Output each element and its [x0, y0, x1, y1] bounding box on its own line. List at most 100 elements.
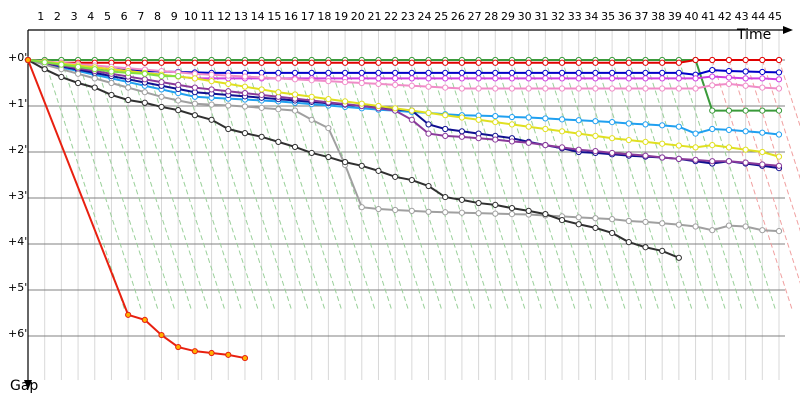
point	[492, 136, 499, 143]
lap-guide	[578, 59, 660, 311]
lap-guide	[594, 59, 676, 311]
point	[225, 88, 232, 95]
point	[508, 138, 516, 145]
point	[775, 228, 783, 235]
point	[592, 75, 599, 82]
point	[592, 224, 599, 231]
point	[558, 85, 566, 92]
x-axis-arrow	[783, 26, 793, 34]
point	[241, 354, 249, 362]
point	[442, 112, 449, 119]
x-tick-label: 24	[418, 10, 432, 23]
x-tick-label: 31	[534, 10, 548, 23]
point	[341, 59, 349, 66]
point	[291, 107, 299, 114]
point	[742, 56, 749, 64]
point	[358, 100, 365, 107]
lap-guide	[461, 59, 543, 311]
point	[742, 146, 749, 153]
point	[558, 69, 566, 76]
lap-guide	[161, 59, 242, 311]
series-line	[27, 59, 680, 259]
point	[375, 205, 382, 213]
point	[725, 80, 733, 88]
y-tick-label: +6'	[8, 327, 27, 340]
point	[225, 102, 232, 109]
point	[525, 69, 532, 76]
point	[709, 142, 716, 149]
series-line	[27, 59, 179, 78]
y-axis-arrow	[24, 380, 32, 390]
x-tick-label: 8	[154, 10, 161, 23]
point	[358, 69, 365, 76]
point	[659, 247, 666, 254]
point	[41, 59, 48, 66]
point	[125, 69, 132, 76]
point	[609, 59, 616, 66]
point	[208, 349, 215, 357]
x-tick-label: 22	[384, 10, 398, 23]
point	[475, 135, 482, 142]
point	[725, 126, 733, 134]
point	[709, 158, 716, 165]
point	[458, 133, 466, 140]
point	[609, 119, 616, 126]
point	[442, 132, 449, 139]
lap-guide	[561, 59, 643, 311]
point	[759, 129, 766, 136]
point	[425, 121, 432, 128]
point	[375, 69, 382, 76]
x-tick-label: 9	[171, 10, 178, 23]
x-tick-label: 3	[71, 10, 78, 23]
point	[525, 123, 532, 130]
point	[759, 161, 766, 168]
point	[141, 99, 148, 106]
point	[592, 59, 599, 66]
point	[225, 72, 232, 79]
point	[692, 130, 699, 137]
point	[225, 59, 232, 66]
lap-guide	[544, 59, 626, 311]
point	[558, 216, 566, 224]
point	[208, 86, 215, 93]
x-tick-label: 12	[217, 10, 231, 23]
x-tick-label: 27	[468, 10, 482, 23]
point	[592, 85, 599, 92]
point	[659, 122, 666, 129]
point	[775, 153, 783, 160]
y-tick-label: +1'	[8, 97, 27, 110]
point	[375, 102, 382, 110]
point	[392, 75, 399, 82]
point	[725, 67, 733, 75]
point	[725, 74, 733, 81]
point	[325, 124, 332, 132]
x-tick-label: 44	[751, 10, 765, 23]
point	[642, 59, 649, 66]
point	[175, 59, 182, 66]
point	[108, 91, 115, 99]
y-tick-label: +2'	[8, 143, 27, 156]
point	[475, 85, 482, 92]
point	[525, 59, 532, 66]
point	[175, 73, 182, 80]
point	[775, 76, 783, 83]
x-tick-label: 40	[685, 10, 699, 23]
point	[408, 59, 415, 66]
point	[592, 132, 599, 139]
point	[775, 131, 783, 138]
point	[275, 59, 282, 66]
point	[275, 138, 282, 145]
point	[141, 316, 148, 323]
point	[458, 59, 466, 66]
x-tick-label: 29	[501, 10, 515, 23]
point	[575, 59, 582, 66]
point	[392, 173, 399, 180]
point	[558, 128, 566, 135]
point	[458, 114, 466, 121]
x-tick-label: 11	[201, 10, 215, 23]
point	[775, 69, 783, 76]
lap-guide	[327, 59, 409, 311]
point	[325, 59, 332, 66]
point	[692, 56, 699, 64]
